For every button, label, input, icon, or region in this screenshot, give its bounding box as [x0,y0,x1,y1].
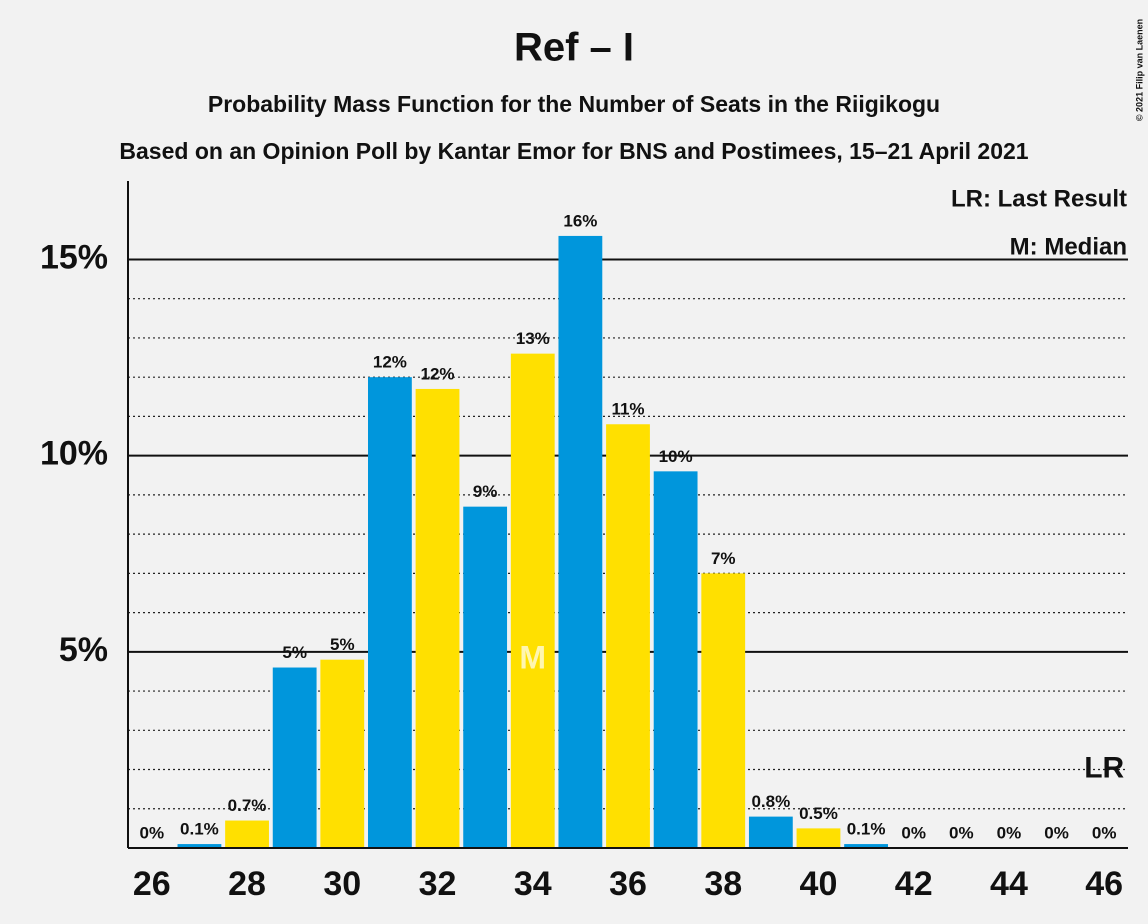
value-label: 0% [949,823,974,842]
x-tick-label: 30 [323,865,361,903]
value-label: 7% [711,549,736,568]
bar [463,506,508,848]
bar [272,667,317,848]
value-label: 13% [516,329,550,348]
value-label: 0% [140,823,165,842]
value-label: 0.5% [799,804,838,823]
value-label: 5% [330,635,355,654]
y-tick-label: 15% [40,238,108,276]
value-label: 16% [563,211,597,230]
x-tick-label: 44 [990,865,1028,903]
copyright: © 2021 Filip van Laenen [1134,19,1144,121]
x-tick-label: 36 [609,865,647,903]
bar [606,424,650,848]
bar [558,235,603,848]
value-label: 0.8% [751,792,790,811]
bar [844,844,888,848]
bar [177,844,222,848]
value-label: 5% [282,643,307,662]
value-label: 0% [1092,823,1117,842]
bar [701,573,746,848]
value-label: 0.1% [847,820,886,839]
value-label: 9% [473,482,498,501]
bar [653,471,698,848]
bar [510,353,555,848]
x-tick-label: 42 [895,865,933,903]
value-label: 10% [659,447,693,466]
median-marker: M [519,640,546,676]
value-label: 0.7% [228,796,267,815]
bar [748,816,793,848]
last-result-marker: LR [1084,751,1124,784]
value-label: 12% [421,364,455,383]
bar [796,828,841,848]
value-label: 0% [1044,823,1069,842]
chart-subtitle: Based on an Opinion Poll by Kantar Emor … [119,138,1028,164]
x-tick-label: 34 [514,865,552,903]
legend-entry: LR: Last Result [951,185,1127,212]
value-label: 11% [611,400,644,419]
y-tick-label: 10% [40,435,108,473]
y-tick-label: 5% [59,631,108,669]
chart-title: Ref – I [514,26,634,70]
x-tick-label: 32 [419,865,457,903]
x-tick-label: 38 [704,865,742,903]
x-tick-label: 40 [800,865,838,903]
bar [368,377,412,848]
x-tick-label: 28 [228,865,266,903]
value-label: 0.1% [180,820,219,839]
x-tick-label: 26 [133,865,171,903]
value-label: 12% [373,353,407,372]
value-label: 0% [901,823,926,842]
x-tick-label: 46 [1085,865,1123,903]
legend-entry: M: Median [1010,233,1127,260]
bar [415,388,460,848]
chart-subtitle: Probability Mass Function for the Number… [208,91,940,117]
bar [320,659,365,848]
value-label: 0% [997,823,1022,842]
bar [225,820,269,848]
